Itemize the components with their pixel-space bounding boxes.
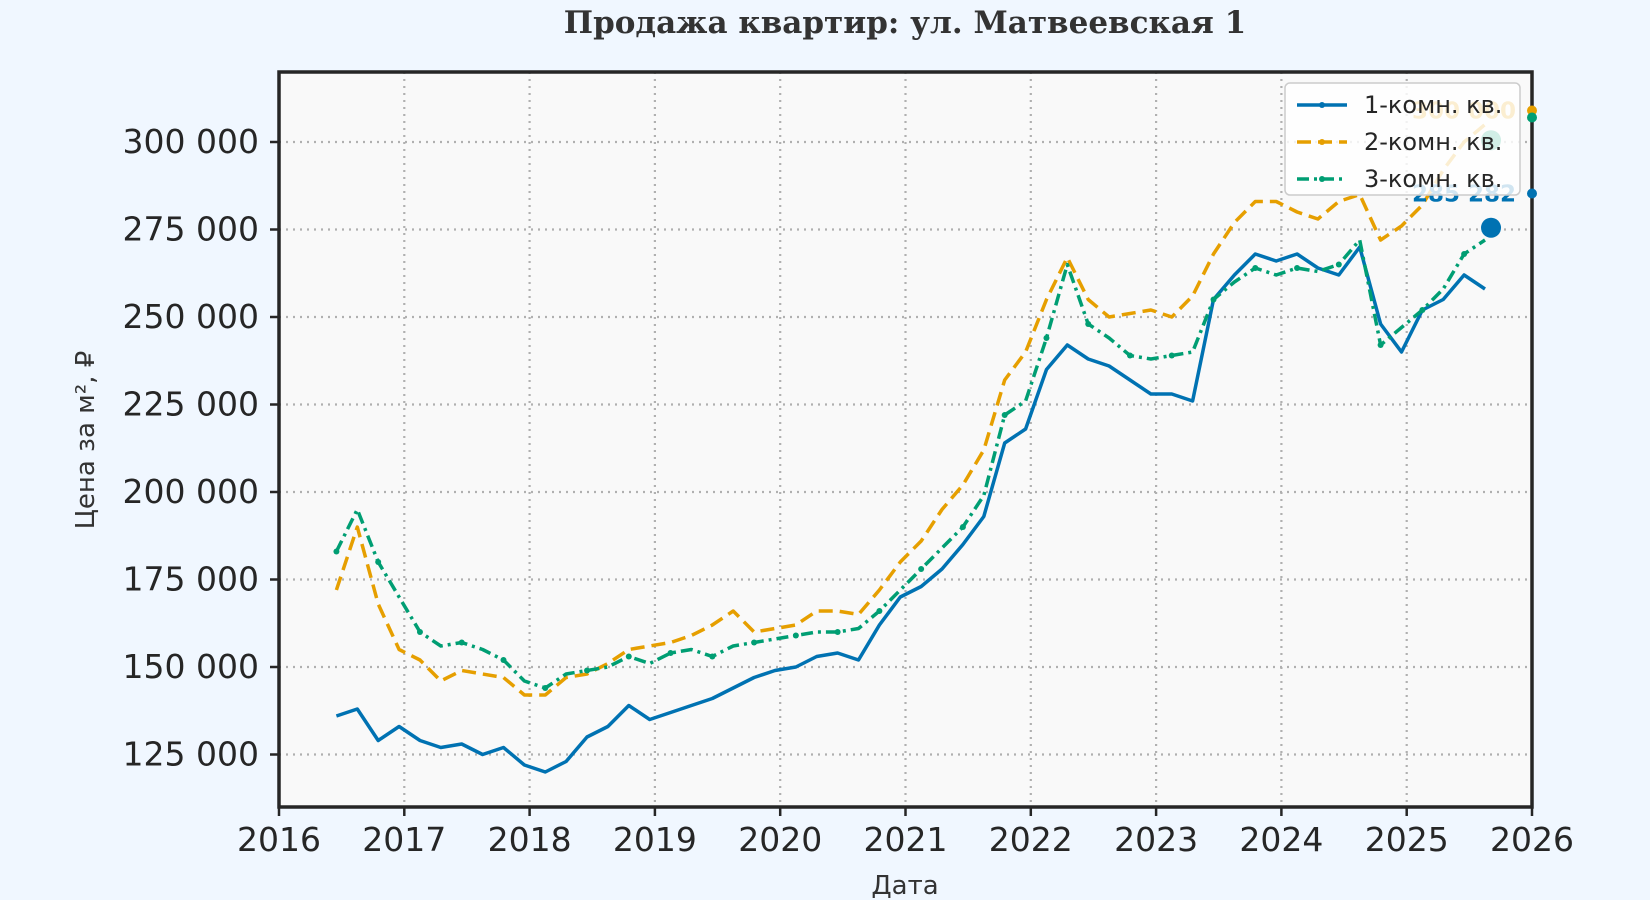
y-tick-label: 200 000: [123, 472, 259, 511]
y-tick-label: 125 000: [123, 735, 259, 774]
series-point-3: [1335, 261, 1342, 268]
series-end-point-1: [1527, 188, 1537, 199]
series-last-marker-1: [1481, 217, 1502, 238]
series-end-point-3: [1527, 112, 1537, 123]
series-point-3: [1377, 342, 1384, 348]
y-tick-label: 275 000: [123, 210, 259, 249]
y-tick-label: 150 000: [123, 647, 259, 686]
legend-label-2: 2-комн. кв.: [1364, 128, 1502, 156]
series-point-3: [1294, 265, 1301, 271]
legend-box: [1284, 82, 1521, 196]
series-point-3: [333, 548, 340, 555]
series-point-3: [542, 685, 549, 691]
legend-marker-2: [1319, 139, 1325, 145]
series-point-3: [834, 629, 841, 635]
x-tick-label: 2017: [362, 820, 446, 859]
series-lines: [333, 123, 1487, 774]
series-point-3: [625, 653, 632, 660]
series-point-3: [375, 559, 382, 565]
legend-label-1: 1-комн. кв.: [1364, 91, 1502, 119]
series-point-3: [959, 524, 966, 530]
axes: 2016 2017 2018 2019 2020 2021 2022 2023 2024 2025…: [123, 122, 1574, 859]
series-end-point-2: [1527, 105, 1537, 116]
y-tick-label: 225 000: [123, 385, 259, 424]
series-line-3: [334, 238, 1486, 690]
y-tick-label: 250 000: [123, 297, 259, 336]
x-tick-label: 2016: [237, 820, 321, 859]
series-point-3: [876, 608, 883, 614]
series-point-3: [1168, 352, 1175, 359]
series-point-3: [458, 639, 465, 646]
series-point-3: [1461, 251, 1468, 257]
series-point-3: [792, 632, 799, 639]
x-tick-label: 2019: [613, 820, 697, 859]
x-axis-label: Дата: [871, 871, 938, 900]
series-point-3: [416, 629, 423, 635]
series-point-3: [1043, 335, 1050, 341]
x-tick-label: 2024: [1239, 820, 1323, 859]
x-tick-label: 2023: [1114, 820, 1198, 859]
legend-label-3: 3-комн. кв.: [1364, 165, 1502, 193]
x-tick-label: 2020: [738, 820, 822, 859]
series-point-3: [584, 667, 591, 674]
y-axis-label: Цена за м², ₽: [71, 351, 101, 530]
x-tick-label: 2022: [989, 820, 1073, 859]
series-point-3: [751, 639, 758, 646]
series-point-3: [1001, 412, 1008, 418]
series-point-3: [667, 650, 674, 656]
series-point-3: [709, 653, 716, 660]
series-point-3: [918, 566, 925, 572]
series-point-3: [1126, 352, 1133, 359]
y-tick-label: 175 000: [123, 560, 259, 599]
legend-marker-3: [1319, 176, 1325, 182]
series-point-3: [1419, 307, 1426, 313]
x-tick-label: 2021: [864, 820, 948, 859]
series-point-3: [1085, 321, 1092, 327]
series-line-2: [334, 123, 1487, 697]
chart-title: Продажа квартир: ул. Матвеевская 1: [564, 5, 1246, 41]
y-tick-label: 300 000: [123, 122, 259, 161]
legend: 1-комн. кв. 2-комн. кв. 3-комн. кв.: [1284, 82, 1521, 196]
series-point-3: [1252, 265, 1259, 271]
series-point-3: [500, 657, 507, 663]
x-tick-label: 2025: [1365, 820, 1449, 859]
legend-marker-1: [1319, 102, 1325, 108]
x-tick-label: 2026: [1490, 820, 1574, 859]
series-line-1: [335, 245, 1486, 774]
x-tick-label: 2018: [488, 820, 572, 859]
series-point-3: [1210, 296, 1217, 303]
